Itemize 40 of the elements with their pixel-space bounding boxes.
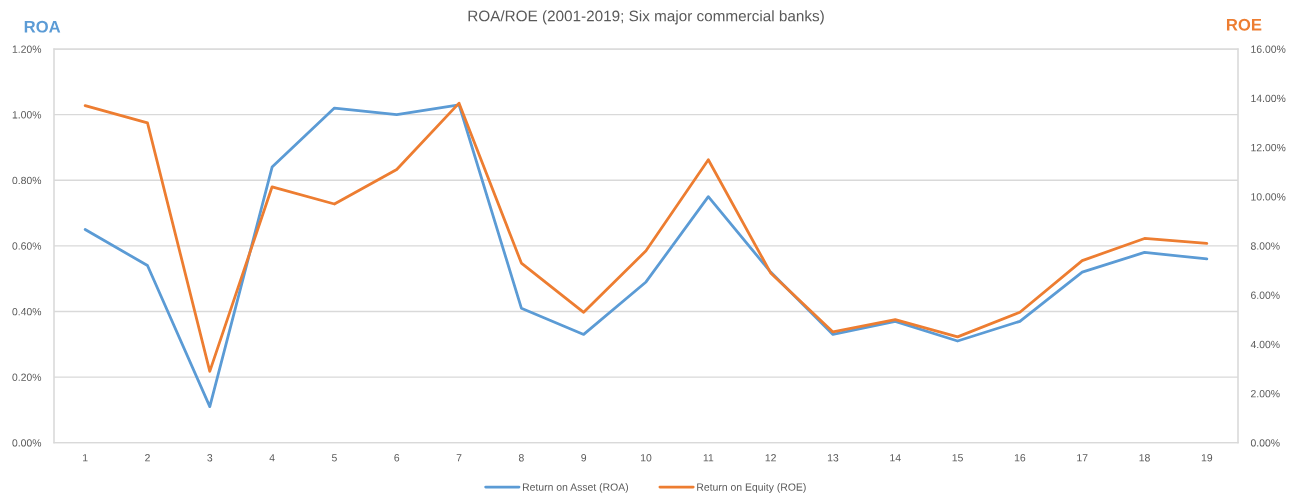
y2-tick-label: 4.00% xyxy=(1250,340,1280,349)
x-tick-label: 14 xyxy=(890,454,901,462)
x-tick-label: 1 xyxy=(83,454,88,462)
x-tick-label: 19 xyxy=(1201,454,1213,462)
y-tick-label: 0.20% xyxy=(12,373,42,381)
chart-title: ROA/ROE (2001-2019; Six major commercial banks) xyxy=(468,10,824,25)
x-tick-label: 9 xyxy=(581,454,587,462)
x-tick-label: 13 xyxy=(827,454,839,462)
x-tick-label: 4 xyxy=(269,454,275,462)
x-tick-label: 8 xyxy=(518,454,524,462)
y2-axis-title: ROE xyxy=(1226,18,1262,31)
x-tick-label: 18 xyxy=(1139,454,1150,462)
x-tick-label: 12 xyxy=(765,454,776,462)
y-tick-label: 0.80% xyxy=(12,176,42,185)
legend-label: Return on Equity (ROE) xyxy=(697,483,806,493)
x-tick-label: 5 xyxy=(331,454,337,462)
x-tick-label: 16 xyxy=(1014,454,1026,462)
x-tick-label: 15 xyxy=(952,454,963,462)
y2-tick-label: 10.00% xyxy=(1251,193,1286,201)
x-tick-label: 3 xyxy=(207,454,213,462)
y2-tick-label: 8.00% xyxy=(1250,242,1280,250)
y2-tick-label: 2.00% xyxy=(1251,389,1280,398)
y2-tick-label: 16.00% xyxy=(1251,45,1286,53)
x-tick-label: 17 xyxy=(1077,454,1088,462)
y2-tick-label: 0.00% xyxy=(1250,439,1280,447)
x-tick-label: 6 xyxy=(394,454,400,462)
x-tick-label: 11 xyxy=(703,454,714,462)
y-axis-title: ROA xyxy=(24,20,61,33)
y2-tick-label: 14.00% xyxy=(1251,94,1286,103)
y-tick-label: 0.40% xyxy=(12,307,42,316)
y-tick-label: 0.00% xyxy=(12,439,42,447)
legend-label: Return on Asset (ROA) xyxy=(522,483,628,493)
y2-tick-label: 12.00% xyxy=(1251,143,1286,152)
x-tick-label: 10 xyxy=(641,454,652,462)
y-tick-label: 0.60% xyxy=(12,242,42,250)
y-tick-label: 1.20% xyxy=(12,45,42,53)
y-tick-label: 1.00% xyxy=(12,111,42,119)
x-tick-label: 7 xyxy=(456,454,462,462)
x-tick-label: 2 xyxy=(145,454,150,462)
y2-tick-label: 6.00% xyxy=(1251,291,1280,299)
